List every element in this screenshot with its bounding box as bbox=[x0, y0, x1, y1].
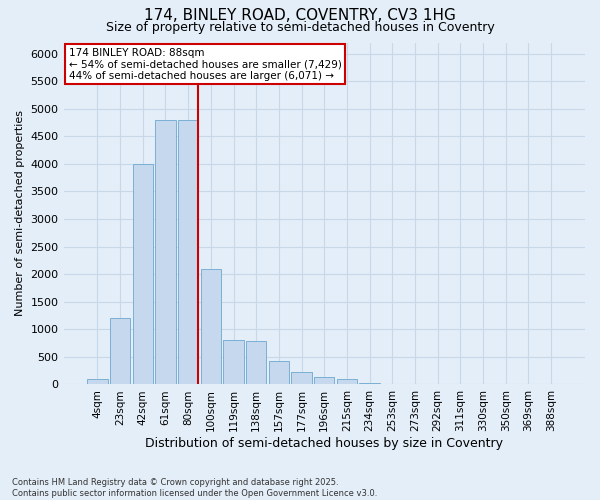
Bar bbox=[178, 120, 199, 384]
Bar bbox=[337, 380, 357, 384]
Bar bbox=[110, 318, 130, 384]
Y-axis label: Number of semi-detached properties: Number of semi-detached properties bbox=[15, 110, 25, 316]
Text: Size of property relative to semi-detached houses in Coventry: Size of property relative to semi-detach… bbox=[106, 21, 494, 34]
Text: 174 BINLEY ROAD: 88sqm
← 54% of semi-detached houses are smaller (7,429)
44% of : 174 BINLEY ROAD: 88sqm ← 54% of semi-det… bbox=[69, 48, 341, 81]
Bar bbox=[359, 383, 380, 384]
Bar bbox=[87, 380, 107, 384]
Bar bbox=[269, 362, 289, 384]
Text: Contains HM Land Registry data © Crown copyright and database right 2025.
Contai: Contains HM Land Registry data © Crown c… bbox=[12, 478, 377, 498]
X-axis label: Distribution of semi-detached houses by size in Coventry: Distribution of semi-detached houses by … bbox=[145, 437, 503, 450]
Text: 174, BINLEY ROAD, COVENTRY, CV3 1HG: 174, BINLEY ROAD, COVENTRY, CV3 1HG bbox=[144, 8, 456, 22]
Bar bbox=[223, 340, 244, 384]
Bar bbox=[292, 372, 312, 384]
Bar bbox=[133, 164, 153, 384]
Bar bbox=[200, 268, 221, 384]
Bar bbox=[314, 376, 334, 384]
Bar bbox=[155, 120, 176, 384]
Bar bbox=[246, 342, 266, 384]
